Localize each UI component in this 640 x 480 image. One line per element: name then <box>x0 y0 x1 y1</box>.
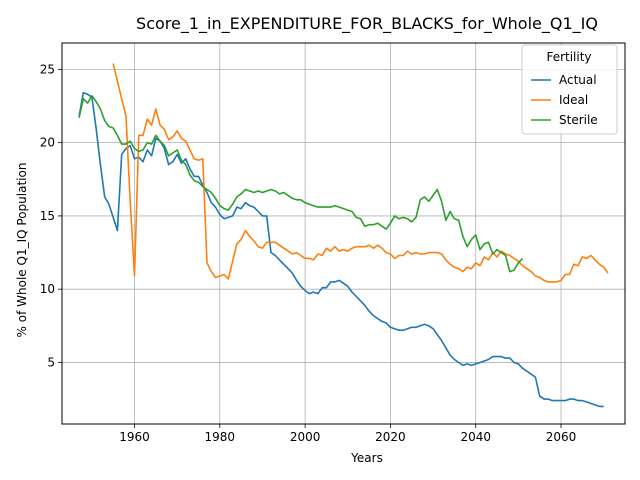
x-tick-label: 2020 <box>375 430 406 444</box>
x-axis-ticks: 1960 1980 2000 2020 2040 2060 <box>119 424 576 444</box>
y-tick-label: 10 <box>40 282 55 296</box>
plot-frame <box>61 42 626 425</box>
x-axis-label: Years <box>350 451 383 465</box>
x-tick-label: 2000 <box>290 430 321 444</box>
y-tick-label: 15 <box>40 209 55 223</box>
x-tick-label: 2060 <box>546 430 577 444</box>
legend-label-actual: Actual <box>559 73 597 87</box>
chart-title: Score_1_in_EXPENDITURE_FOR_BLACKS_for_Wh… <box>136 14 598 34</box>
y-tick-label: 25 <box>40 62 55 76</box>
legend-box <box>521 44 618 135</box>
x-tick-label: 2040 <box>460 430 491 444</box>
series-line-actual <box>78 92 604 408</box>
series-line-ideal <box>112 63 609 283</box>
y-tick-label: 5 <box>47 355 55 369</box>
legend-items: Actual Ideal Sterile <box>531 73 598 127</box>
legend-title: Fertility <box>546 50 591 64</box>
x-tick-label: 1960 <box>119 430 150 444</box>
series-line-sterile <box>78 95 524 273</box>
y-axis-ticks: 5 10 15 20 25 <box>40 62 62 369</box>
y-axis-label: % of Whole Q1_IQ Population <box>15 163 29 338</box>
series-layer <box>78 63 609 408</box>
x-tick-label: 1980 <box>205 430 236 444</box>
legend-label-ideal: Ideal <box>559 93 588 107</box>
legend-label-sterile: Sterile <box>559 113 598 127</box>
y-tick-label: 20 <box>40 136 55 150</box>
legend: Fertility Actual Ideal Sterile <box>521 44 618 135</box>
